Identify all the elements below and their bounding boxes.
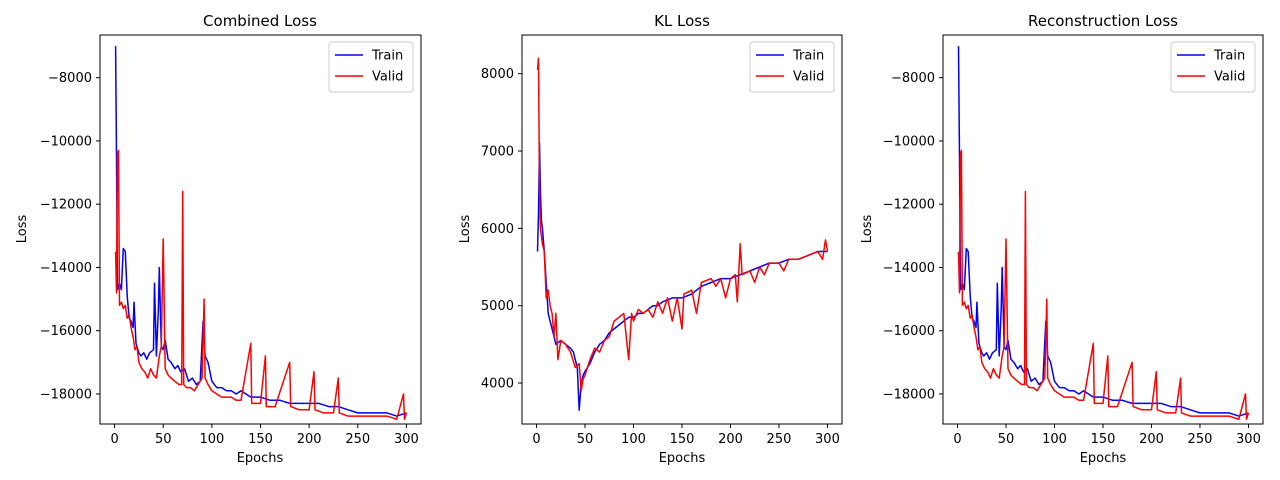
- legend-label-train: Train: [371, 49, 403, 64]
- x-tick-label: 50: [577, 432, 594, 447]
- y-tick-label: 7000: [481, 145, 514, 160]
- x-tick-label: 100: [1042, 432, 1067, 447]
- x-tick-label: 0: [953, 432, 961, 447]
- series-line-valid: [114, 149, 408, 421]
- x-tick-label: 200: [297, 432, 322, 447]
- y-tick-label: −10000: [883, 134, 935, 149]
- legend-label-valid: Valid: [793, 70, 824, 85]
- y-axis-label: Loss: [458, 215, 473, 244]
- x-tick-label: 150: [248, 432, 273, 447]
- x-tick-label: 0: [110, 432, 118, 447]
- panel-title: Combined Loss: [203, 12, 317, 30]
- y-tick-label: −16000: [40, 324, 92, 339]
- x-tick-label: 50: [155, 432, 172, 447]
- y-tick-label: −12000: [40, 198, 92, 213]
- y-tick-label: −12000: [883, 198, 935, 213]
- x-tick-label: 0: [532, 432, 540, 447]
- x-tick-label: 250: [345, 432, 370, 447]
- series-line-train: [957, 46, 1249, 417]
- panel-reconstruction-loss: Reconstruction Loss Epochs Loss 0 50 100 15…: [860, 12, 1264, 466]
- x-tick-label: 300: [394, 432, 419, 447]
- x-axis-label: Epochs: [237, 451, 284, 466]
- y-tick-label: −16000: [883, 324, 935, 339]
- y-tick-label: 8000: [481, 67, 514, 82]
- legend-label-train: Train: [792, 49, 824, 64]
- y-axis-label: Loss: [15, 215, 30, 244]
- series-line-valid: [536, 57, 829, 392]
- x-tick-label: 150: [1091, 432, 1116, 447]
- panel-title: KL Loss: [654, 12, 710, 30]
- panel-combined-loss: Combined Loss Epochs Loss 0 50 100 150 200 25…: [15, 12, 422, 466]
- plot-area: 0 50 100 150 200 250 300 4000 5000 6000 7000 8000 Tr…: [481, 34, 843, 447]
- y-axis-label: Loss: [860, 215, 875, 244]
- x-tick-label: 150: [670, 432, 695, 447]
- y-tick-label: −10000: [40, 134, 92, 149]
- y-tick-label: −8000: [48, 71, 92, 86]
- series-line-valid: [957, 149, 1250, 421]
- panel-title: Reconstruction Loss: [1028, 12, 1178, 30]
- plot-area: 0 50 100 150 200 250 300 −18000 −16000 −14000 −120…: [40, 34, 422, 447]
- y-tick-label: −18000: [883, 387, 935, 402]
- x-tick-label: 250: [767, 432, 792, 447]
- x-tick-label: 200: [718, 432, 743, 447]
- y-tick-label: −8000: [891, 71, 935, 86]
- x-tick-label: 50: [998, 432, 1015, 447]
- y-tick-label: 5000: [481, 299, 514, 314]
- legend-label-valid: Valid: [1214, 70, 1245, 85]
- x-tick-label: 250: [1188, 432, 1213, 447]
- x-tick-label: 100: [621, 432, 646, 447]
- y-tick-label: −14000: [883, 261, 935, 276]
- x-tick-label: 300: [1236, 432, 1261, 447]
- y-tick-label: −14000: [40, 261, 92, 276]
- x-tick-label: 200: [1139, 432, 1164, 447]
- legend-label-train: Train: [1213, 49, 1245, 64]
- y-tick-label: −18000: [40, 387, 92, 402]
- y-tick-label: 6000: [481, 222, 514, 237]
- plot-area: 0 50 100 150 200 250 300 −18000 −16000 −14000 −120…: [883, 34, 1264, 447]
- panel-kl-loss: KL Loss Epochs Loss 0 50 100 150 200 250 300 40…: [458, 12, 843, 466]
- y-tick-label: 4000: [481, 377, 514, 392]
- x-axis-label: Epochs: [1080, 451, 1127, 466]
- x-tick-label: 300: [815, 432, 840, 447]
- legend-label-valid: Valid: [372, 70, 403, 85]
- series-line-train: [114, 46, 407, 417]
- x-axis-label: Epochs: [659, 451, 706, 466]
- x-tick-label: 100: [199, 432, 224, 447]
